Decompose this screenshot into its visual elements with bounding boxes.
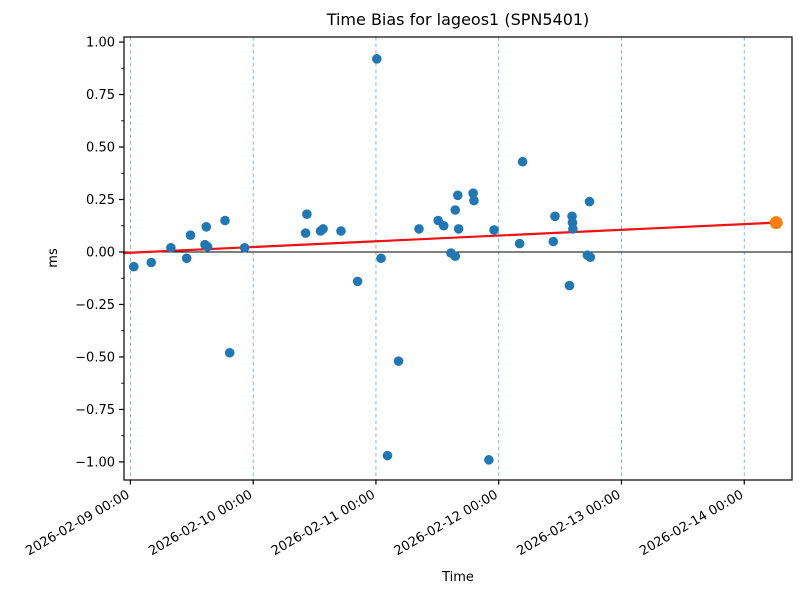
x-axis-label: Time (441, 570, 474, 585)
time-bias-observations-point (585, 252, 596, 263)
x-tick-label: 2026-02-13 00:00 (515, 487, 624, 559)
time-bias-observations-point (201, 221, 212, 232)
y-tick-label: 0.50 (86, 141, 115, 156)
time-bias-observations-point (129, 261, 139, 272)
x-tick-label: 2026-02-09 00:00 (23, 487, 132, 559)
time-bias-observations-point (166, 242, 176, 253)
time-bias-observations-point (239, 242, 250, 253)
x-tick-label: 2026-02-12 00:00 (392, 487, 501, 559)
y-tick-label: 0.75 (86, 88, 115, 103)
time-bias-observations-point (414, 224, 424, 234)
axes-spines (123, 36, 793, 481)
y-tick-label: −0.75 (75, 403, 115, 418)
time-bias-observations-point (468, 188, 478, 199)
time-bias-observations-point (376, 253, 386, 264)
time-bias-observations-point (371, 54, 382, 64)
time-bias-observations-point (568, 224, 578, 234)
y-tick-label: 1.00 (86, 36, 115, 51)
time-bias-observations-point (181, 253, 192, 264)
time-bias-observations-point (224, 347, 235, 358)
time-bias-observations-point (146, 257, 157, 268)
time-bias-observations-point (452, 190, 463, 201)
time-bias-observations-point (220, 215, 230, 226)
y-tick-label: 0.00 (86, 245, 115, 260)
y-tick-label: −1.00 (75, 455, 115, 470)
time-bias-observations-point (318, 224, 328, 234)
y-axis-label: ms (46, 248, 61, 268)
x-tick-label: 2026-02-10 00:00 (146, 487, 255, 559)
plot-area: 2026-02-09 00:00 2026-02-10 00:00 2026-02-… (23, 36, 793, 559)
y-tick-label: −0.50 (75, 350, 115, 365)
x-tick-label: 2026-02-14 00:00 (637, 487, 746, 559)
time-bias-observations-point (514, 238, 525, 249)
time-bias-observations-point (453, 224, 464, 234)
time-bias-observations-point (185, 230, 196, 240)
time-bias-observations-point (584, 196, 595, 207)
time-bias-observations-point (550, 211, 560, 222)
y-tick-label: −0.25 (75, 298, 115, 313)
predicted-endpoint-point (769, 216, 783, 230)
time-bias-observations-point (202, 241, 213, 252)
trend-line (122, 221, 778, 255)
y-tick-label: 0.25 (86, 193, 115, 208)
time-bias-observations-point (336, 226, 346, 236)
time-bias-observations-point (564, 280, 575, 291)
time-bias-observations-point (302, 209, 312, 219)
time-bias-observations-point (484, 455, 494, 465)
time-bias-observations-point (438, 220, 449, 231)
time-bias-observations-point (450, 251, 461, 261)
time-bias-observations-point (300, 228, 311, 238)
time-bias-observations-point (469, 195, 479, 206)
chart-title: Time Bias for lageos1 (SPN5401) (326, 10, 590, 29)
time-bias-observations-point (548, 236, 559, 247)
time-bias-observations-point (489, 225, 499, 235)
time-bias-observations-point (352, 276, 363, 287)
time-bias-observations-point (450, 205, 461, 215)
x-tick-label: 2026-02-11 00:00 (269, 487, 378, 559)
time-bias-observations-point (517, 156, 528, 167)
time-bias-observations-point (393, 356, 404, 366)
time-bias-observations-point (382, 450, 393, 461)
